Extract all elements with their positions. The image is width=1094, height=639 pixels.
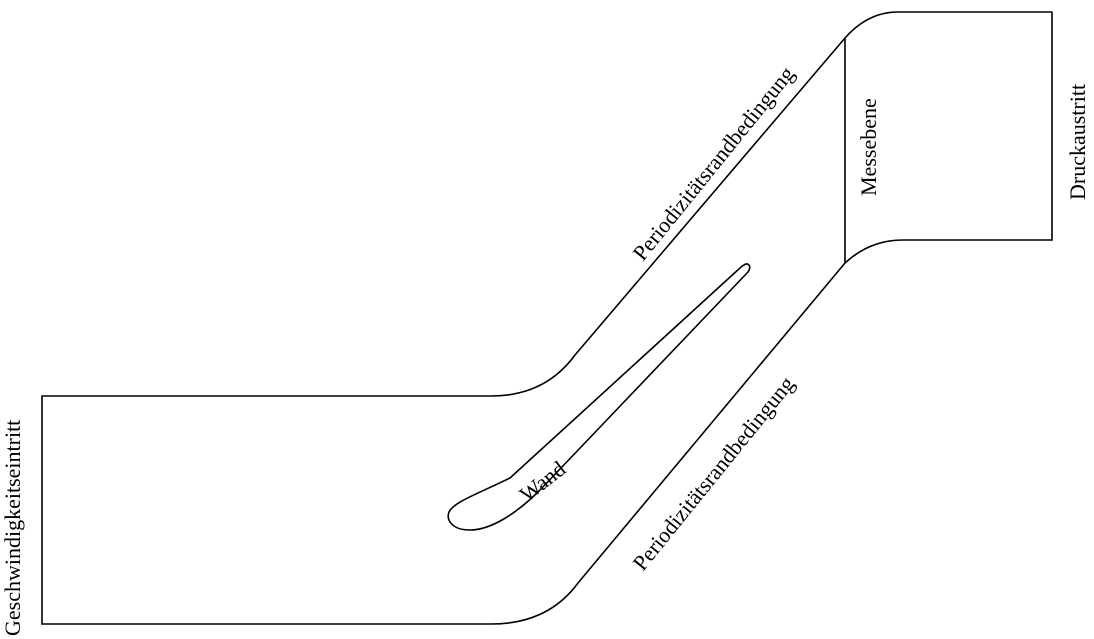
outlet-label: Druckaustritt (1065, 84, 1090, 200)
inlet-label: Geschwindigkeitseintritt (0, 420, 25, 636)
upper-boundary-line (41, 11, 1053, 397)
wall-label: Wand (515, 456, 570, 507)
periodic-lower-label: Periodizitätsrandbedingung (627, 371, 799, 575)
blade-wall-shape (447, 263, 751, 531)
lower-boundary-line (41, 239, 1053, 625)
measurement-plane-label: Messebene (856, 98, 881, 196)
periodic-upper-label: Periodizitätsrandbedingung (627, 61, 799, 265)
